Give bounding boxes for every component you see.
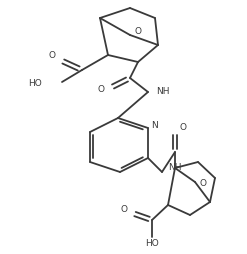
Text: O: O xyxy=(98,86,104,94)
Text: NH: NH xyxy=(156,87,169,97)
Text: HO: HO xyxy=(145,240,159,248)
Text: O: O xyxy=(180,123,186,133)
Text: O: O xyxy=(48,51,56,59)
Text: N: N xyxy=(151,121,157,131)
Text: O: O xyxy=(135,27,142,37)
Text: NH: NH xyxy=(168,164,182,172)
Text: HO: HO xyxy=(28,78,42,87)
Text: O: O xyxy=(121,205,127,214)
Text: O: O xyxy=(200,180,206,188)
